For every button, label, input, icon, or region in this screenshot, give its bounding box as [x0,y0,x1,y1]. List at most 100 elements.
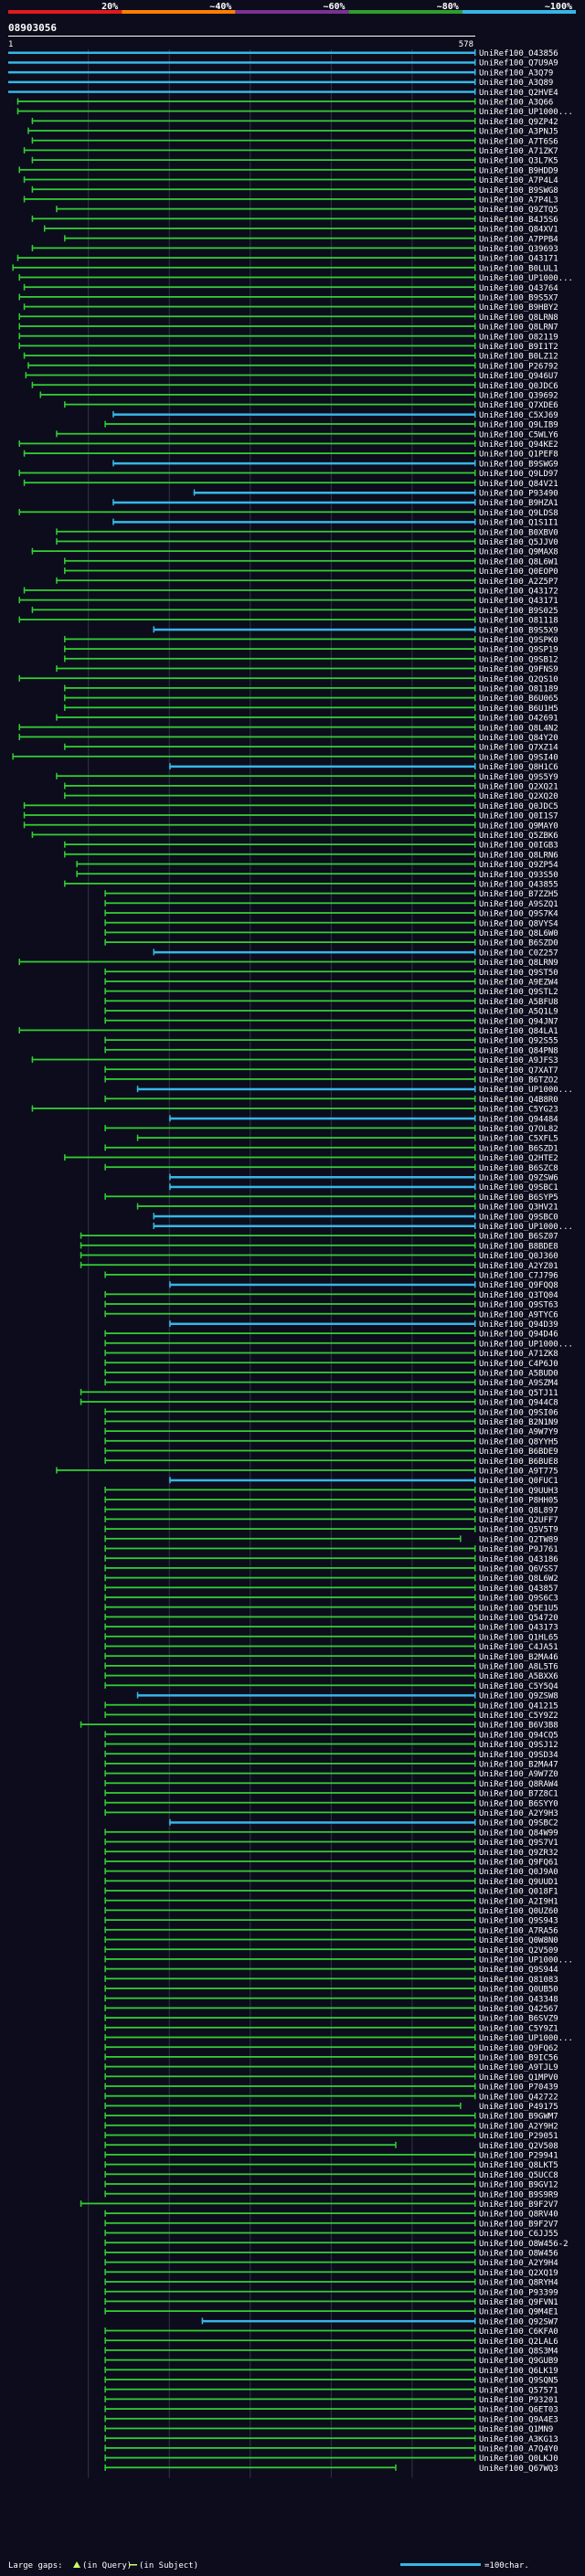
hit-row[interactable]: UniRef100_Q94KE2 [18,440,558,450]
hit-row[interactable]: UniRef100_B0XBV0 [56,528,558,537]
hit-label[interactable]: UniRef100_Q9UUD1 [479,1878,558,1887]
hit-label[interactable]: UniRef100_UP1000... [479,1956,573,1966]
hit-row[interactable]: UniRef100_Q5E1U5 [104,1604,558,1613]
hit-row[interactable]: UniRef100_Q9LIB9 [104,420,558,430]
hit-row[interactable]: UniRef100_Q8L6W2 [104,1574,558,1584]
hit-label[interactable]: UniRef100_P26792 [479,362,558,371]
hit-label[interactable]: UniRef100_Q8S3M4 [479,2348,558,2357]
hit-label[interactable]: UniRef100_Q8YYH5 [479,1437,558,1447]
hit-label[interactable]: UniRef100_Q2V508 [479,2142,558,2151]
hit-label[interactable]: UniRef100_Q9FQ62 [479,2044,558,2053]
hit-label[interactable]: UniRef100_A2Z5P7 [479,578,558,587]
hit-row[interactable]: UniRef100_Q7OL82 [104,1125,558,1134]
hit-row[interactable]: UniRef100_A5BUD0 [104,1369,558,1379]
hit-row[interactable]: UniRef100_A9EZW4 [104,978,558,988]
hit-label[interactable]: UniRef100_Q0FUC1 [479,1477,558,1486]
hit-row[interactable]: UniRef100_B0LUL1 [12,264,558,273]
hit-row[interactable]: UniRef100_Q39693 [31,245,558,254]
hit-label[interactable]: UniRef100_Q94JN7 [479,1017,558,1026]
hit-row[interactable]: UniRef100_Q8LRN9 [18,959,558,968]
hit-row[interactable]: UniRef100_A7RA56 [104,1926,558,1935]
hit-label[interactable]: UniRef100_C5Y9Z2 [479,1712,558,1721]
hit-row[interactable]: UniRef100_Q1S1I1 [112,518,558,528]
hit-label[interactable]: UniRef100_A7PPB4 [479,235,558,244]
hit-row[interactable]: UniRef100_P8HH05 [104,1496,558,1506]
hit-label[interactable]: UniRef100_B7ZZH5 [479,890,558,899]
hit-label[interactable]: UniRef100_Q8L6W0 [479,929,558,938]
hit-row[interactable]: UniRef100_Q5UCC8 [104,2170,558,2180]
hit-row[interactable]: UniRef100_Q81083 [104,1975,558,1985]
hit-row[interactable]: UniRef100_Q9ST63 [104,1300,558,1310]
hit-row[interactable]: UniRef100_Q84W99 [104,1829,558,1838]
hit-row[interactable]: UniRef100_Q9S5Y9 [56,772,558,782]
hit-label[interactable]: UniRef100_Q9FQ61 [479,1859,558,1868]
hit-row[interactable]: UniRef100_C5XJ69 [112,410,558,420]
hit-label[interactable]: UniRef100_C6JJ55 [479,2230,558,2239]
hit-row[interactable]: UniRef100_B6U1H5 [64,704,558,714]
hit-label[interactable]: UniRef100_Q9MAY0 [479,822,558,831]
hit-label[interactable]: UniRef100_Q43171 [479,597,558,606]
hit-label[interactable]: UniRef100_Q0W8N0 [479,1936,558,1945]
hit-label[interactable]: UniRef100_Q1MN9 [479,2425,553,2434]
hit-row[interactable]: UniRef100_Q9MAY0 [23,822,558,831]
hit-row[interactable]: UniRef100_Q9SB12 [64,655,558,664]
hit-label[interactable]: UniRef100_Q3TQ04 [479,1291,558,1300]
hit-label[interactable]: UniRef100_B0XBV0 [479,528,558,537]
hit-row[interactable]: UniRef100_Q43855 [64,880,558,890]
hit-label[interactable]: UniRef100_A8L5T6 [479,1663,558,1672]
hit-row[interactable]: UniRef100_Q43186 [104,1554,558,1564]
hit-label[interactable]: UniRef100_B0LZ12 [479,353,558,362]
hit-row[interactable]: UniRef100_Q1HL65 [104,1633,558,1642]
hit-label[interactable]: UniRef100_A2YZ01 [479,1262,558,1271]
hit-row[interactable]: UniRef100_Q2XQ21 [64,782,558,792]
hit-label[interactable]: UniRef100_Q8VYS4 [479,919,558,928]
hit-row[interactable]: UniRef100_P70439 [104,2083,558,2093]
hit-row[interactable]: UniRef100_A3Q79 [8,69,553,78]
hit-row[interactable]: UniRef100_B9S025 [31,606,558,616]
hit-label[interactable]: UniRef100_Q92S55 [479,1037,558,1046]
hit-label[interactable]: UniRef100_UP1000... [479,1086,573,1095]
hit-row[interactable]: UniRef100_Q9ZSW6 [169,1173,558,1183]
hit-label[interactable]: UniRef100_A7P4L3 [479,196,558,206]
hit-label[interactable]: UniRef100_A2Y9H4 [479,2259,558,2268]
hit-row[interactable]: UniRef100_Q94CQ5 [104,1731,558,1740]
hit-label[interactable]: UniRef100_Q9FNS9 [479,665,558,674]
hit-label[interactable]: UniRef100_A9SZQ1 [479,900,558,909]
hit-row[interactable]: UniRef100_B9F2V7 [104,2220,558,2229]
hit-row[interactable]: UniRef100_Q9FQQ8 [169,1281,558,1290]
hit-label[interactable]: UniRef100_Q84XV1 [479,226,558,235]
hit-row[interactable]: UniRef100_Q8L6W0 [104,929,558,938]
hit-label[interactable]: UniRef100_O42691 [479,715,558,724]
hit-row[interactable]: UniRef100_Q9LD97 [18,470,558,479]
hit-label[interactable]: UniRef100_B0LUL1 [479,264,558,273]
hit-label[interactable]: UniRef100_Q9S6C3 [479,1595,558,1604]
hit-label[interactable]: UniRef100_Q9SBC1 [479,1183,558,1193]
hit-label[interactable]: UniRef100_Q9GUB9 [479,2357,558,2366]
hit-label[interactable]: UniRef100_A2Y9H2 [479,2122,558,2131]
hit-label[interactable]: UniRef100_C7J796 [479,1272,558,1281]
hit-label[interactable]: UniRef100_Q8LRN7 [479,323,558,333]
hit-label[interactable]: UniRef100_Q94D46 [479,1330,558,1340]
hit-label[interactable]: UniRef100_B6SZD1 [479,1144,558,1153]
hit-label[interactable]: UniRef100_Q9SP19 [479,646,558,655]
hit-row[interactable]: UniRef100_A9W7Z0 [104,1770,558,1779]
hit-row[interactable]: UniRef100_Q9SBC2 [169,1818,558,1829]
hit-row[interactable]: UniRef100_Q0JDC5 [23,801,558,811]
hit-row[interactable]: UniRef100_A7P4L4 [23,176,558,186]
hit-label[interactable]: UniRef100_A9TYC6 [479,1310,558,1320]
hit-label[interactable]: UniRef100_Q6LK19 [479,2367,558,2376]
hit-label[interactable]: UniRef100_Q9UUH3 [479,1487,558,1496]
hit-label[interactable]: UniRef100_A2I9H1 [479,1897,558,1906]
hit-row[interactable]: UniRef100_A9T775 [56,1467,558,1477]
hit-label[interactable]: UniRef100_A2Y9H3 [479,1809,558,1818]
hit-row[interactable]: UniRef100_Q2XQ20 [64,792,558,801]
hit-label[interactable]: UniRef100_UP1000... [479,108,573,117]
hit-label[interactable]: UniRef100_B2N1N9 [479,1418,558,1427]
hit-row[interactable]: UniRef100_Q92S55 [104,1036,558,1046]
hit-row[interactable]: UniRef100_Q9LDS8 [18,508,558,518]
hit-row[interactable]: UniRef100_Q9ZTQ5 [56,206,558,215]
hit-row[interactable]: UniRef100_B6SZD1 [104,1144,558,1153]
hit-row[interactable]: UniRef100_Q9SD34 [104,1750,558,1760]
hit-label[interactable]: UniRef100_B9HBY2 [479,303,558,313]
hit-label[interactable]: UniRef100_Q5TJ11 [479,1389,558,1398]
